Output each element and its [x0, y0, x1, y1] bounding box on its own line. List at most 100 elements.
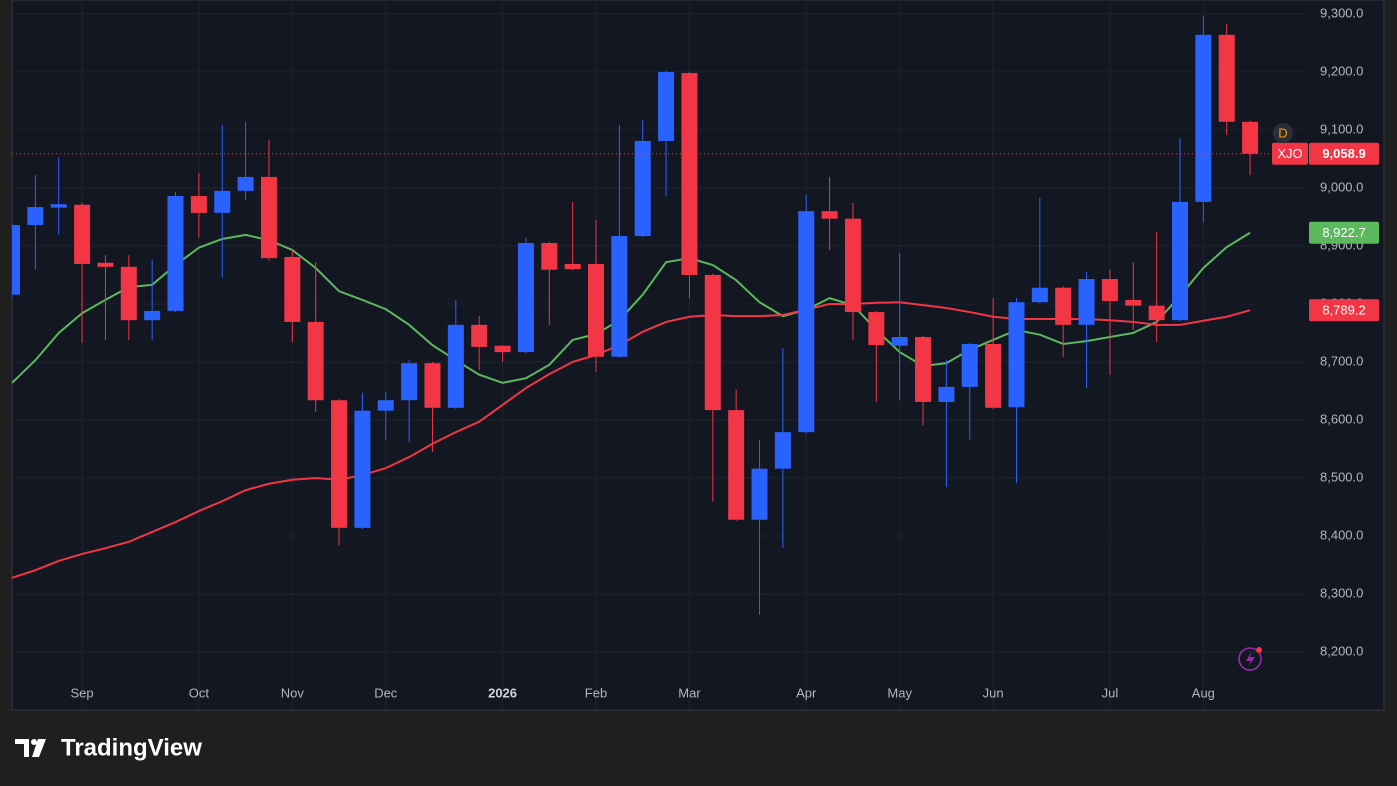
badge-text: D: [1278, 125, 1287, 140]
candle-body: [167, 196, 184, 311]
candle-body: [447, 324, 464, 408]
candle-body: [307, 321, 324, 401]
candle-body: [588, 263, 604, 357]
price-axis: 8,200.0 8,300.0 8,400.0 8,500.0 8,600.0 8,700…: [71, 5, 1379, 700]
candle-body: [634, 140, 651, 237]
icon-dot: [1256, 647, 1262, 653]
y-tick-label: 8,700.0: [1320, 353, 1363, 368]
candle-body: [1242, 121, 1259, 154]
candle-body: [190, 196, 207, 213]
y-tick-label: 8,400.0: [1320, 527, 1363, 542]
x-tick-label: Dec: [374, 685, 398, 700]
symbol-label: XJO: [1277, 146, 1302, 161]
last-price-label: 9,058.9: [1322, 146, 1365, 161]
chart-pane: [11, 0, 1385, 711]
icon-bolt: [1246, 651, 1255, 667]
candle-body: [1195, 34, 1212, 202]
candle-body: [1148, 305, 1165, 321]
candle-body: [1008, 302, 1025, 408]
ma-price-label: 8,922.7: [1322, 225, 1365, 240]
plot-area: [12, 15, 1308, 615]
candle-body: [214, 190, 231, 213]
y-tick-label: 8,200.0: [1320, 643, 1363, 658]
candle-body: [27, 207, 44, 226]
candle-body: [354, 410, 371, 528]
x-tick-label: Feb: [585, 685, 607, 700]
candle-body: [961, 343, 978, 387]
ma-line: [12, 301, 1251, 579]
candle-body: [774, 432, 791, 469]
candle-body: [120, 266, 137, 321]
x-tick-label: Mar: [678, 685, 701, 700]
candle-body: [12, 225, 20, 295]
logo: TradingView: [15, 734, 202, 761]
candle-body: [424, 363, 441, 408]
candle-body: [985, 343, 1002, 408]
ma-price-box: [1309, 299, 1379, 322]
candle-body: [798, 211, 815, 433]
candle-body: [541, 243, 558, 270]
icon-ring: [1238, 647, 1262, 671]
y-tick-label: 8,300.0: [1320, 585, 1363, 600]
x-tick-label: Jul: [1102, 685, 1119, 700]
candle-body: [938, 386, 955, 402]
candle-body: [1218, 34, 1235, 122]
x-tick-label: Aug: [1192, 685, 1215, 700]
candle-body: [658, 71, 675, 141]
candle-body: [868, 312, 885, 346]
candle-body: [564, 263, 581, 270]
candle-body: [844, 218, 861, 313]
candle-body: [331, 400, 348, 528]
candle-body: [377, 400, 394, 411]
y-tick-label: 9,100.0: [1320, 121, 1363, 136]
x-tick-label: Jun: [983, 685, 1004, 700]
candle-body: [1101, 279, 1118, 302]
watermark: TradingView: [61, 734, 202, 761]
ma-price-label: 8,789.2: [1322, 303, 1365, 318]
candle-body: [97, 262, 114, 267]
candle-body: [704, 274, 721, 411]
candle-body: [494, 345, 511, 353]
symbol-box: [1272, 142, 1308, 165]
y-tick-label: 8,500.0: [1320, 469, 1363, 484]
ma-price-box: [1309, 221, 1379, 244]
y-tick-label: 9,200.0: [1320, 63, 1363, 78]
candle-body: [1078, 279, 1095, 325]
x-tick-label: Nov: [281, 685, 305, 700]
candle-body: [751, 468, 768, 520]
candle-body: [260, 176, 277, 259]
y-tick-label: 8,600.0: [1320, 411, 1363, 426]
candle-body: [821, 211, 838, 219]
x-tick-label: Oct: [189, 685, 210, 700]
candle-body: [284, 256, 301, 322]
candle-body: [1031, 287, 1048, 303]
y-tick-label: 9,000.0: [1320, 179, 1363, 194]
logo-slash: [32, 739, 46, 757]
candle-body: [144, 310, 161, 321]
x-tick-label: 2026: [488, 685, 517, 700]
candle-body: [611, 236, 628, 357]
candle-body: [1055, 287, 1072, 325]
candle-body: [237, 176, 254, 191]
ma-line: [12, 231, 1251, 384]
x-tick-label: Apr: [796, 685, 817, 700]
candle-body: [401, 363, 418, 401]
candle-body: [1172, 201, 1188, 321]
last-price-box: [1309, 142, 1379, 165]
candle-body: [728, 410, 745, 520]
badge[interactable]: D: [1273, 123, 1293, 143]
candle-body: [915, 337, 932, 402]
candle-body: [471, 324, 488, 347]
candle-body: [50, 204, 67, 208]
x-tick-label: May: [887, 685, 912, 700]
candle-body: [1125, 299, 1142, 306]
candle-body: [74, 204, 91, 264]
logo-dot: [31, 739, 37, 745]
candle-body: [681, 73, 698, 275]
candle-body: [517, 243, 534, 353]
logo-seven: [15, 739, 29, 757]
y-tick-label: 9,300.0: [1320, 5, 1363, 20]
candle-body: [891, 337, 908, 346]
